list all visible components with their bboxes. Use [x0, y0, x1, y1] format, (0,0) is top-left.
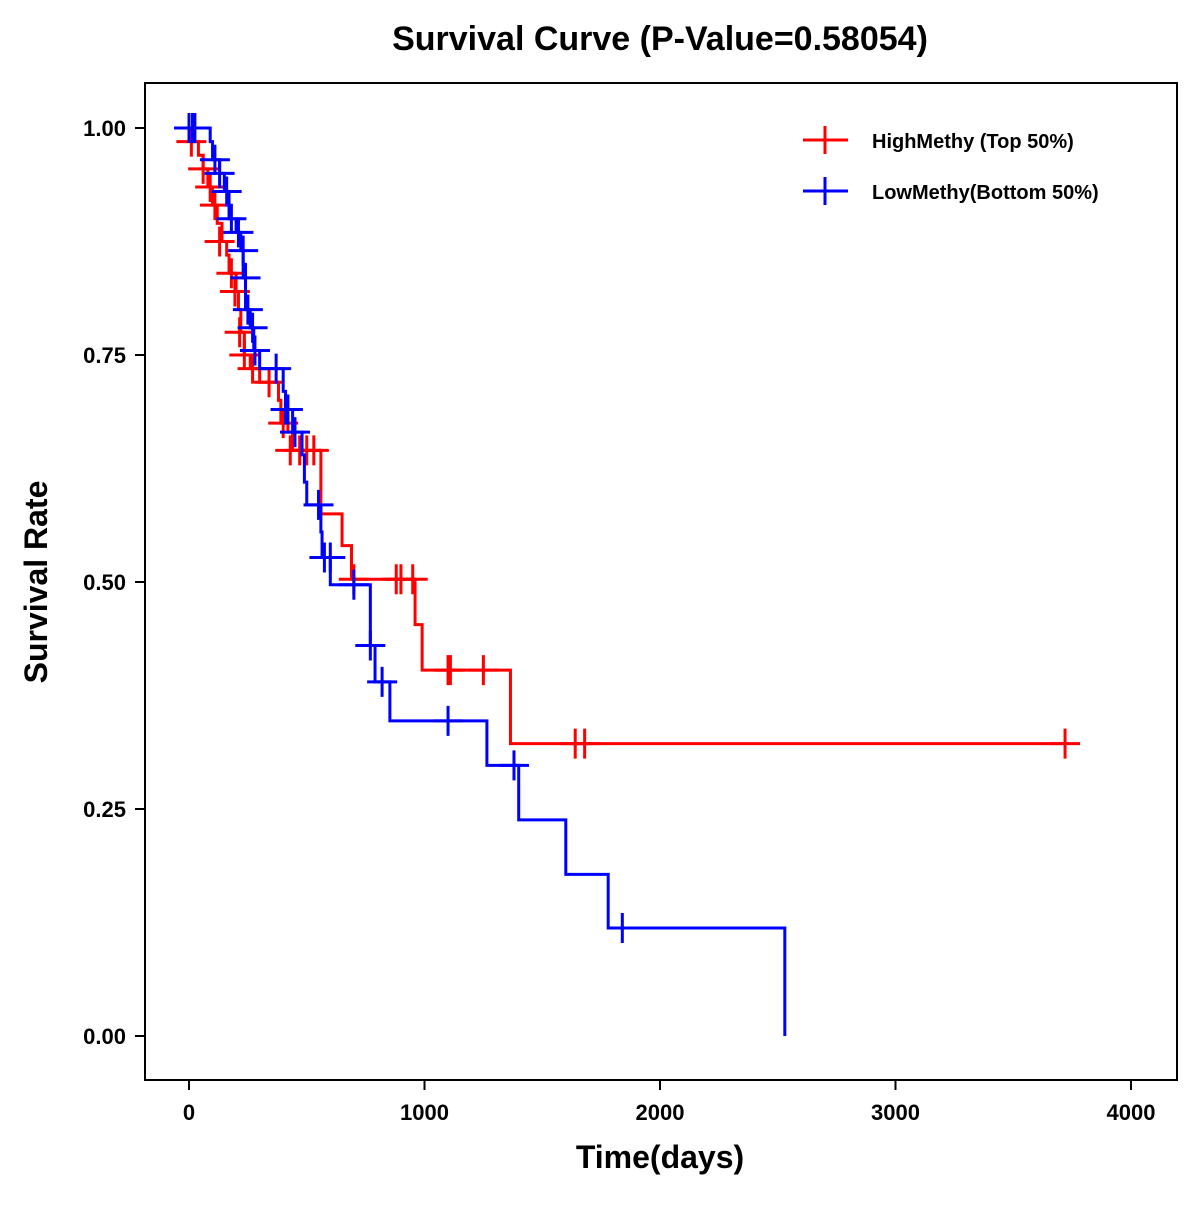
x-tick-label: 2000	[636, 1100, 685, 1125]
series-high-methy	[176, 126, 1081, 759]
survival-step-line	[189, 126, 1066, 746]
censor-mark	[223, 217, 254, 248]
censor-mark	[315, 542, 346, 573]
x-tick-label: 3000	[871, 1100, 920, 1125]
censor-mark	[261, 353, 292, 384]
legend-swatch	[803, 177, 848, 205]
legend: HighMethy (Top 50%) LowMethy(Bottom 50%)	[803, 126, 1099, 205]
y-tick-label: 1.00	[83, 116, 126, 141]
censor-mark	[279, 417, 310, 448]
censor-mark	[204, 158, 235, 189]
y-tick-label: 0.50	[83, 570, 126, 595]
censor-mark	[468, 655, 499, 686]
censor-mark	[254, 367, 285, 398]
censor-mark	[367, 666, 398, 697]
censor-mark	[569, 728, 600, 759]
x-tick-label: 1000	[400, 1100, 449, 1125]
censor-mark	[239, 335, 270, 366]
axes: 0 1000 2000 3000 4000 0.00 0.25 0.50 0.75 1.00	[83, 116, 1155, 1125]
legend-label: HighMethy (Top 50%)	[872, 131, 1074, 153]
censor-mark	[237, 312, 268, 343]
legend-label: LowMethy(Bottom 50%)	[872, 182, 1099, 204]
censor-mark	[228, 235, 259, 266]
censor-mark	[435, 655, 466, 686]
series-low-methy	[174, 113, 787, 1036]
censor-mark	[230, 262, 261, 293]
censor-mark	[204, 226, 235, 257]
y-tick-label: 0.00	[83, 1024, 126, 1049]
plot-frame	[144, 82, 1178, 1081]
x-tick-label: 0	[183, 1100, 195, 1125]
censor-mark	[199, 190, 230, 221]
censor-mark	[303, 489, 334, 520]
censor-mark	[397, 564, 428, 595]
x-axis-label: Time(days)	[576, 1139, 744, 1175]
censor-mark	[224, 317, 255, 348]
censor-mark	[1050, 728, 1081, 759]
censor-mark	[498, 750, 529, 781]
censor-mark	[433, 705, 464, 736]
y-tick-label: 0.75	[83, 343, 126, 368]
censor-mark	[211, 176, 242, 207]
survival-step-line	[189, 126, 787, 1036]
x-tick-label: 4000	[1107, 1100, 1156, 1125]
y-axis-label: Survival Rate	[18, 481, 54, 684]
censor-mark	[355, 630, 386, 661]
censor-mark	[216, 258, 247, 289]
censor-mark	[179, 113, 210, 143]
censor-mark	[272, 394, 303, 425]
curves	[174, 113, 1081, 1036]
legend-swatch	[803, 126, 848, 154]
censor-mark	[338, 569, 369, 600]
censor-mark	[232, 294, 263, 325]
y-tick-label: 0.25	[83, 797, 126, 822]
censor-mark	[216, 203, 247, 234]
censor-mark	[607, 912, 638, 943]
chart-title: Survival Curve (P-Value=0.58054)	[392, 20, 928, 58]
censor-mark	[199, 144, 230, 175]
censor-mark	[298, 435, 329, 466]
